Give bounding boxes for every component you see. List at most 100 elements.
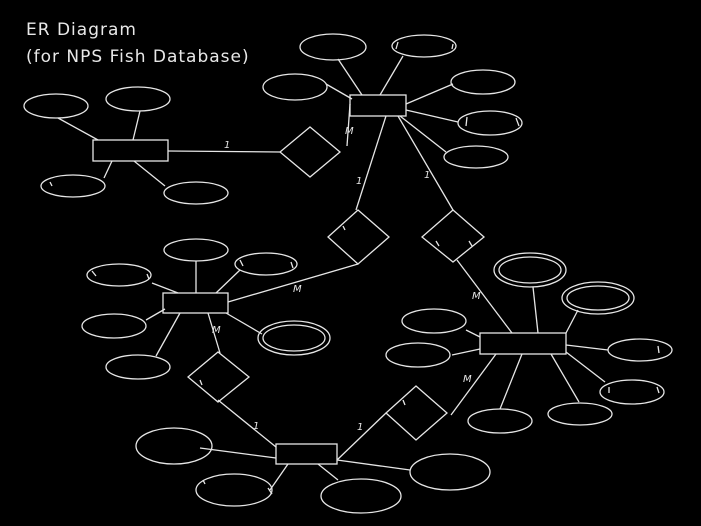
tick-mark <box>451 43 454 50</box>
cardinality-label: 1 <box>253 421 259 432</box>
tick-mark <box>657 345 660 354</box>
key-attribute-oval <box>561 281 635 315</box>
attribute-link <box>451 348 481 356</box>
attribute-link <box>337 58 363 96</box>
key-attribute-oval-inner <box>566 285 630 311</box>
key-attribute-oval <box>257 320 331 356</box>
relationships <box>186 126 486 441</box>
attribute-link <box>133 160 166 187</box>
attribute-link <box>565 344 609 351</box>
attribute-oval <box>385 342 451 368</box>
relationship-link <box>456 259 513 334</box>
attribute-oval <box>401 308 467 334</box>
attribute-oval <box>163 181 229 205</box>
attribute-oval <box>86 263 152 287</box>
key-attribute-oval-inner <box>498 256 562 284</box>
attribute-oval <box>320 478 402 514</box>
tick-marks <box>49 41 660 495</box>
rel-b <box>327 209 390 265</box>
attribute-link <box>215 269 241 294</box>
tick-mark <box>468 240 473 247</box>
attribute-link <box>336 459 411 471</box>
attribute-oval <box>450 69 516 95</box>
attribute-link <box>399 115 447 153</box>
tick-mark <box>91 270 97 277</box>
attribute-link <box>565 351 606 383</box>
cardinality-label: M <box>212 325 221 336</box>
attribute-oval <box>299 33 367 61</box>
entity-bottom <box>275 443 338 465</box>
cardinality-labels: 1 M 1 M 1 M M 1 1 M <box>212 126 481 433</box>
attribute-oval <box>23 93 89 119</box>
attribute-link <box>379 55 404 96</box>
tick-mark <box>402 399 406 406</box>
attribute-oval <box>135 427 213 465</box>
tick-mark <box>435 240 440 247</box>
cardinality-label: 1 <box>356 176 362 187</box>
tick-mark <box>515 117 520 127</box>
cardinality-label: 1 <box>424 170 430 181</box>
rel-d <box>186 351 251 403</box>
tick-mark <box>199 379 203 386</box>
attribute-link <box>405 83 454 105</box>
key-attribute-oval-inner <box>262 324 326 352</box>
entity-top <box>349 94 407 117</box>
attribute-oval <box>163 238 229 262</box>
attribute-oval <box>443 145 509 169</box>
attribute-oval <box>607 338 673 362</box>
attribute-oval <box>40 174 106 198</box>
connector-lines <box>57 55 609 491</box>
tick-mark <box>656 386 660 394</box>
attribute-link <box>151 282 179 294</box>
relationship-link <box>227 263 359 303</box>
attribute-oval <box>599 379 665 405</box>
attribute-link <box>325 83 353 100</box>
relationship-link <box>355 115 387 211</box>
rel-c <box>420 209 486 263</box>
attribute-oval <box>391 34 457 58</box>
diagram-subtitle: (for NPS Fish Database) <box>26 47 250 67</box>
entity-right-mid <box>479 332 567 355</box>
attribute-link <box>145 308 166 321</box>
entity-left-mid <box>162 292 229 314</box>
cardinality-label: 1 <box>357 422 363 433</box>
attribute-link <box>317 463 339 481</box>
key-attribute-oval <box>493 252 567 288</box>
attribute-ovals <box>23 33 673 514</box>
attribute-oval <box>105 86 171 112</box>
attribute-oval <box>547 402 613 426</box>
cardinality-label: M <box>293 284 302 295</box>
attribute-oval <box>409 453 491 491</box>
attribute-link <box>57 117 99 141</box>
attribute-link <box>532 286 539 334</box>
tick-mark <box>202 479 206 485</box>
tick-mark <box>146 273 150 280</box>
relationship-link <box>397 115 454 211</box>
attribute-oval <box>457 110 523 136</box>
rel-a <box>278 126 342 178</box>
attribute-link <box>565 309 579 334</box>
entities <box>92 94 567 465</box>
cardinality-label: M <box>345 126 354 137</box>
attribute-link <box>199 447 277 459</box>
tick-mark <box>342 225 346 231</box>
cardinality-label: 1 <box>224 140 230 151</box>
tick-mark <box>465 116 468 127</box>
relationship-link <box>217 399 277 448</box>
attribute-link <box>405 109 459 123</box>
relationship-link <box>336 412 387 461</box>
entity-left-top <box>92 139 169 162</box>
relationship-link <box>167 150 281 153</box>
attribute-link <box>465 329 481 338</box>
attribute-link <box>550 353 580 403</box>
attribute-link <box>103 160 113 179</box>
attribute-oval <box>81 313 147 339</box>
attribute-oval <box>262 73 328 101</box>
tick-mark <box>49 181 53 187</box>
relationship-link <box>207 312 221 354</box>
cardinality-label: M <box>472 291 481 302</box>
diagram-title: ER Diagram <box>26 20 137 40</box>
tick-mark <box>395 41 399 50</box>
rel-e <box>385 385 448 441</box>
